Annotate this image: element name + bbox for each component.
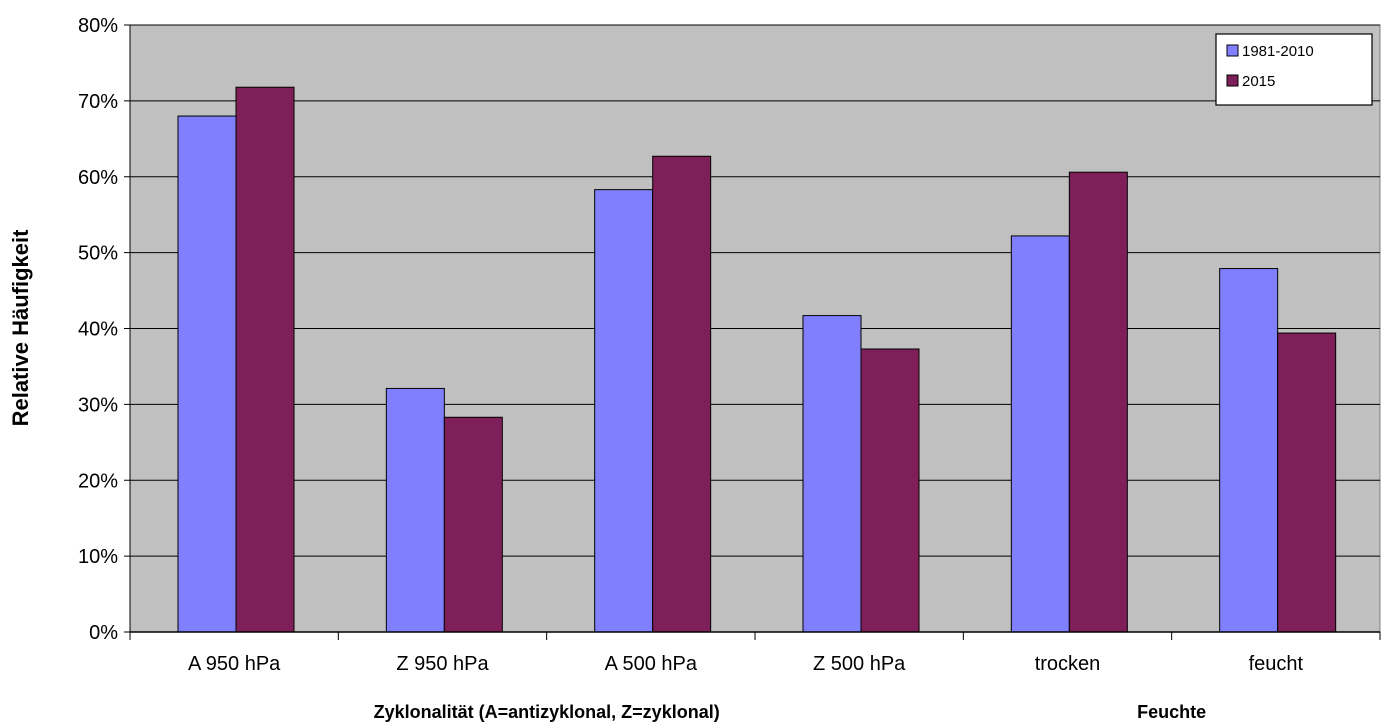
y-tick-labels: 0% 10% 20% 30% 40% 50% 60% 70% 80% (78, 15, 118, 644)
bar (177, 115, 237, 633)
bar (802, 315, 862, 633)
y-tick-label: 50% (78, 243, 118, 265)
legend-box (1215, 33, 1373, 106)
legend-label: 2015 (1242, 73, 1275, 90)
x-tick-label: Z 500 hPa (813, 653, 906, 675)
legend-label: 1981-2010 (1242, 43, 1314, 60)
x-tick-label: Z 950 hPa (396, 653, 489, 675)
bar (385, 387, 445, 633)
bar (652, 155, 712, 633)
bar (860, 348, 920, 633)
y-axis-title: Relative Häufigkeit (8, 229, 33, 427)
bar (235, 86, 295, 633)
bar (594, 189, 654, 633)
axes (124, 24, 1381, 640)
x-tick-label: A 950 hPa (188, 653, 281, 675)
bar (443, 416, 503, 633)
bars (177, 86, 1337, 633)
x-tick-label: trocken (1035, 653, 1101, 675)
x-axis-group-title: Feuchte (1137, 702, 1206, 722)
legend-swatch (1226, 44, 1239, 57)
x-axis-group-title: Zyklonalität (A=antizyklonal, Z=zyklonal… (374, 702, 720, 722)
legend: 1981-2010 2015 (1215, 33, 1373, 106)
y-tick-label: 80% (78, 15, 118, 37)
bar (1277, 332, 1337, 633)
x-tick-label: feucht (1249, 653, 1304, 675)
y-tick-label: 60% (78, 167, 118, 189)
bar (1068, 171, 1128, 633)
y-tick-label: 20% (78, 470, 118, 492)
y-tick-label: 70% (78, 91, 118, 113)
bar (1219, 268, 1279, 633)
x-tick-label: A 500 hPa (605, 653, 698, 675)
legend-swatch (1226, 74, 1239, 87)
gridlines (130, 24, 1380, 557)
y-tick-label: 40% (78, 319, 118, 341)
bar (1010, 235, 1070, 633)
x-tick-labels: A 950 hPa Z 950 hPa A 500 hPa Z 500 hPa troc… (188, 653, 1304, 675)
y-tick-label: 10% (78, 546, 118, 568)
y-tick-label: 0% (89, 622, 118, 644)
y-tick-label: 30% (78, 394, 118, 416)
x-axis-group-labels: Zyklonalität (A=antizyklonal, Z=zyklonal… (374, 702, 1207, 722)
